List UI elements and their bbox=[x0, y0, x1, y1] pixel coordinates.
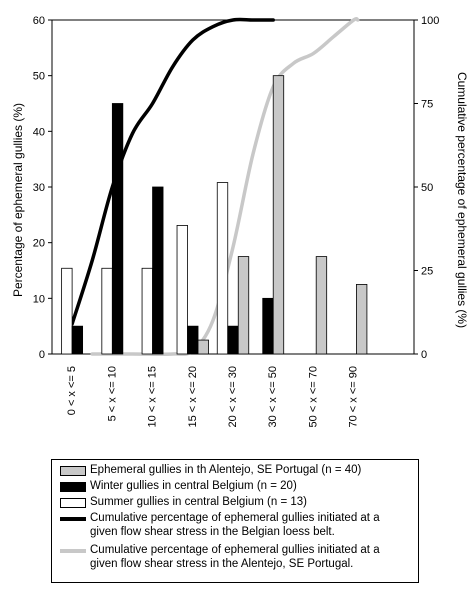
legend-swatch-grey bbox=[60, 466, 86, 476]
y-tick-label: 0 bbox=[39, 349, 45, 361]
bar-winter-belgium bbox=[111, 103, 124, 355]
x-tick-label: 20 < x <= 30 bbox=[227, 366, 239, 427]
x-tick-label: 15 < x <= 20 bbox=[187, 366, 199, 427]
y2-tick-label: 0 bbox=[421, 349, 427, 361]
y2-tick-label: 25 bbox=[421, 266, 433, 278]
bar-alentejo bbox=[315, 256, 328, 355]
bar-winter-belgium bbox=[227, 325, 239, 355]
x-tick-label: 50 < x <= 70 bbox=[307, 366, 319, 427]
y2-tick-label: 75 bbox=[421, 99, 433, 111]
legend-line-black bbox=[60, 517, 86, 521]
bar-winter-belgium bbox=[262, 297, 274, 355]
bar-winter-belgium bbox=[187, 325, 199, 355]
legend-label: Cumulative percentage of ephemeral gulli… bbox=[90, 544, 380, 570]
legend-label: Summer gullies in central Belgium (n = 1… bbox=[90, 496, 307, 508]
legend-label: Winter gullies in central Belgium (n = 2… bbox=[90, 480, 297, 492]
x-tick-label: 0 < x <= 5 bbox=[66, 366, 78, 415]
y-tick-label: 30 bbox=[33, 182, 45, 194]
x-tick-label: 70 < x <= 90 bbox=[348, 366, 360, 427]
y2-axis-title: Cumulative percentage of ephemeral gulli… bbox=[455, 72, 469, 328]
y2-tick-label: 50 bbox=[421, 182, 433, 194]
legend-label: Cumulative percentage of ephemeral gulli… bbox=[90, 512, 380, 538]
bar-alentejo bbox=[197, 339, 209, 355]
bar-summer-belgium bbox=[61, 267, 73, 355]
bar-alentejo bbox=[272, 75, 285, 355]
bar-winter-belgium bbox=[152, 186, 164, 355]
bar-summer-belgium bbox=[141, 267, 153, 355]
legend-swatch-white bbox=[60, 498, 86, 508]
bar-summer-belgium bbox=[101, 267, 113, 355]
legend-swatch-black bbox=[60, 482, 86, 492]
legend-line-grey bbox=[60, 549, 86, 553]
legend-label: Ephemeral gullies in th Alentejo, SE Por… bbox=[90, 464, 362, 476]
y-axis-title: Percentage of ephemeral gullies (%) bbox=[11, 103, 25, 297]
y-tick-label: 50 bbox=[33, 71, 45, 83]
bar-summer-belgium bbox=[176, 225, 188, 355]
x-tick-label: 10 < x <= 15 bbox=[147, 366, 159, 427]
legend: Ephemeral gullies in th Alentejo, SE Por… bbox=[51, 459, 419, 583]
y-tick-label: 20 bbox=[33, 238, 45, 250]
y-tick-label: 40 bbox=[33, 126, 45, 138]
y2-tick-label: 100 bbox=[421, 15, 439, 27]
bar-alentejo bbox=[356, 284, 368, 355]
x-tick-label: 30 < x <= 50 bbox=[267, 366, 279, 427]
x-tick-label: 5 < x <= 10 bbox=[106, 366, 118, 421]
bar-summer-belgium bbox=[216, 182, 229, 355]
series-line-alentejo-cumulative bbox=[90, 17, 360, 356]
bar-winter-belgium bbox=[71, 325, 84, 355]
bar-alentejo bbox=[237, 256, 250, 355]
y-tick-label: 60 bbox=[33, 15, 45, 27]
y-tick-label: 10 bbox=[33, 293, 45, 305]
series-line-belgium-cumulative bbox=[70, 17, 275, 326]
